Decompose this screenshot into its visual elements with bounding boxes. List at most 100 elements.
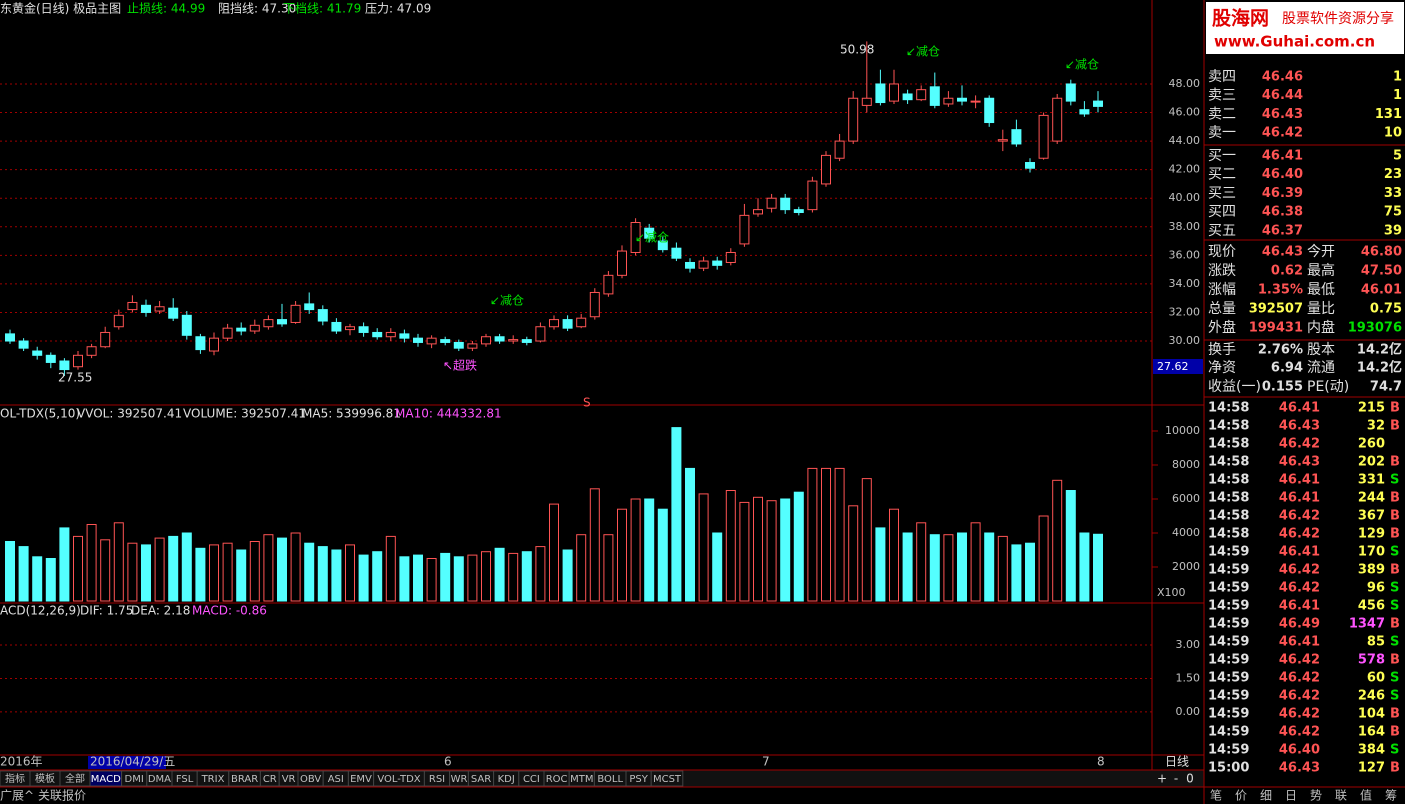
candle-body (916, 89, 927, 101)
trade-time: 14:58 (1208, 437, 1249, 452)
annotation: 50.98 (840, 43, 874, 57)
volume-bar (685, 467, 695, 602)
panel-tab[interactable]: 势 (1310, 789, 1322, 803)
y-tick-label: 40.00 (1169, 191, 1201, 204)
volume-bar (1052, 479, 1063, 602)
bottom-link[interactable]: 广展^ (0, 789, 34, 803)
candle-body (834, 140, 845, 159)
panel-tab[interactable]: 笔 (1210, 788, 1222, 803)
quote-value: 46.43 (1262, 245, 1303, 260)
book-volume: 1 (1393, 88, 1402, 103)
volume-bar (1093, 533, 1103, 602)
candle-body (943, 97, 954, 105)
panel-tab[interactable]: 筹 (1385, 789, 1397, 803)
annotation: ↙减仓 (1065, 58, 1099, 72)
book-volume: 39 (1384, 223, 1402, 238)
trade-time: 15:00 (1208, 761, 1249, 776)
trade-volume: 384 (1358, 743, 1385, 758)
candle-body (1079, 109, 1090, 115)
header-text: 东黄金(日线) 极品主图 (0, 1, 121, 16)
tab-label: MCST (653, 774, 682, 785)
y-tick-label: 0.00 (1176, 705, 1201, 718)
tab[interactable] (650, 770, 684, 787)
volume-header: OL-TDX(5,10) (0, 407, 80, 421)
trade-volume: 202 (1358, 455, 1385, 470)
macd-header: DEA: 2.18 (131, 604, 190, 618)
zoom-button[interactable]: - (1174, 772, 1178, 786)
volume-bar (440, 552, 451, 602)
candle-body (970, 100, 981, 103)
candle-body (209, 337, 219, 352)
volume-bar (181, 532, 192, 602)
trade-time: 14:58 (1208, 527, 1249, 542)
volume-bar (630, 498, 641, 602)
bottom-link[interactable]: 关联报价 (38, 788, 86, 803)
candle-body (875, 83, 886, 104)
volume-bar (304, 542, 315, 602)
volume-bar (589, 488, 600, 602)
trade-price: 46.41 (1279, 599, 1320, 614)
date-label: 8 (1097, 755, 1105, 769)
candle-body (45, 354, 56, 363)
candle-body (1065, 83, 1076, 102)
candle-body (657, 240, 668, 251)
quote-label: 涨幅 (1208, 282, 1236, 298)
tab-label: 模板 (35, 772, 55, 785)
logo-slogan: 股票软件资源分享 (1282, 10, 1394, 27)
panel-tab[interactable]: 价 (1235, 789, 1247, 803)
volume-bar (780, 498, 791, 602)
trade-price: 46.42 (1279, 563, 1320, 578)
volume-bar (1011, 544, 1022, 602)
trade-time: 14:59 (1208, 725, 1249, 740)
tab-label: CR (263, 774, 277, 785)
panel-tab[interactable]: 日 (1285, 789, 1297, 803)
trade-volume: 578 (1358, 653, 1385, 668)
quote-label: 涨跌 (1208, 263, 1236, 279)
y-tick-label: 3.00 (1176, 638, 1201, 651)
candle-body (168, 307, 179, 319)
header-text: 阻挡线: 47.30 (218, 2, 296, 16)
candle-body (426, 337, 437, 345)
cursor-box (1153, 359, 1203, 374)
trade-time: 14:58 (1208, 419, 1249, 434)
y-tick-label: 2000 (1172, 560, 1200, 573)
trade-price: 46.42 (1279, 707, 1320, 722)
volume-bar (712, 532, 723, 602)
volume-bar (725, 490, 736, 602)
trade-side: B (1390, 617, 1400, 632)
volume-bar (1065, 490, 1076, 602)
trade-side: S (1390, 635, 1399, 650)
date-label: 2016年 (0, 755, 43, 769)
trade-time: 14:58 (1208, 473, 1249, 488)
logo-name: 股海网 (1212, 7, 1269, 30)
candle-body (263, 319, 274, 328)
volume-bar (127, 542, 138, 602)
trade-price: 46.49 (1279, 617, 1320, 632)
y-tick-label: 36.00 (1169, 248, 1201, 261)
candle-body (766, 197, 777, 209)
zoom-button[interactable]: + (1157, 772, 1167, 786)
trade-volume: 96 (1367, 581, 1385, 596)
trade-side: S (1390, 743, 1399, 758)
quote-label: 内盘 (1307, 319, 1335, 336)
candle-body (793, 209, 804, 213)
panel-tab[interactable]: 值 (1360, 788, 1372, 803)
candle-body (1093, 100, 1103, 107)
volume-bar (848, 505, 859, 602)
volume-bar (916, 522, 927, 602)
candle-body (1025, 162, 1035, 169)
y-tick-label: 38.00 (1169, 220, 1201, 233)
y-tick-label: 34.00 (1169, 277, 1201, 290)
candle-body (535, 326, 546, 342)
trade-price: 46.42 (1279, 527, 1320, 542)
tab-label: ASI (328, 774, 344, 785)
volume-bar (793, 491, 804, 602)
trade-price: 46.43 (1279, 761, 1320, 776)
trade-volume: 127 (1358, 761, 1385, 776)
panel-tab[interactable]: 细 (1260, 789, 1272, 803)
volume-bar (957, 532, 967, 602)
candle-body (5, 333, 15, 342)
panel-tab[interactable]: 联 (1335, 789, 1347, 803)
zoom-button[interactable]: 0 (1186, 772, 1194, 786)
